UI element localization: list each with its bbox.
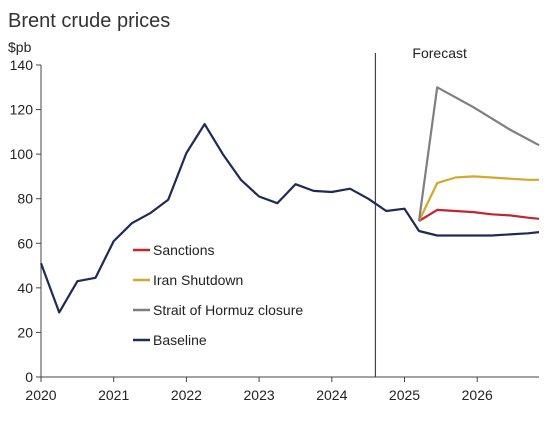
series-line-baseline (39, 123, 540, 314)
x-tick-label: 2026 (462, 387, 493, 403)
chart-title: Brent crude prices (8, 10, 170, 32)
x-axis: 2020 2021 2022 2023 2024 2025 2026 (25, 376, 539, 403)
forecast-label: Forecast (412, 45, 467, 61)
series-lines (39, 86, 540, 314)
y-tick-label: 40 (17, 280, 33, 296)
y-tick-label: 140 (10, 57, 34, 73)
series-line-sanctions (418, 208, 540, 222)
x-tick-label: 2020 (25, 387, 56, 403)
series-line-strait-of-hormuz-closure (417, 86, 540, 222)
y-tick-label: 20 (17, 324, 33, 340)
y-tick-label: 80 (17, 191, 33, 207)
x-tick-label: 2025 (389, 387, 420, 403)
legend-label-sanctions: Sanctions (153, 242, 214, 258)
x-tick-label: 2021 (98, 387, 129, 403)
y-axis: 0 20 40 60 80 100 120 140 (10, 57, 42, 385)
y-tick-label: 100 (10, 146, 34, 162)
series-line-iran-shutdown (418, 175, 539, 222)
y-axis-unit-label: $pb (8, 39, 32, 55)
y-tick-label: 120 (10, 102, 34, 118)
forecast-marker: Forecast (374, 45, 467, 377)
x-tick-label: 2022 (171, 387, 202, 403)
y-tick-label: 0 (25, 369, 33, 385)
legend-label-baseline: Baseline (153, 332, 207, 348)
y-tick-label: 60 (17, 235, 33, 251)
legend-label-iran-shutdown: Iran Shutdown (153, 272, 243, 288)
legend-label-strait-of-hormuz-closure: Strait of Hormuz closure (153, 302, 303, 318)
legend: Sanctions Iran Shutdown Strait of Hormuz c… (133, 242, 303, 348)
x-tick-label: 2024 (316, 387, 347, 403)
x-tick-label: 2023 (244, 387, 275, 403)
